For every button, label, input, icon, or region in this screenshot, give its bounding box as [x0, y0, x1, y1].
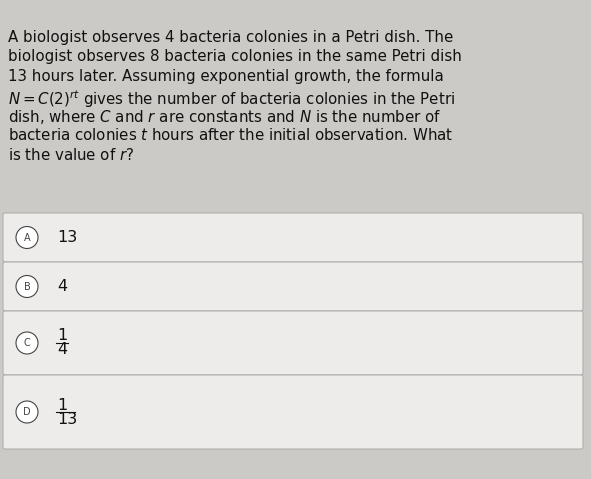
- Text: 4: 4: [57, 342, 67, 357]
- Text: 13: 13: [57, 230, 77, 245]
- Text: A: A: [24, 232, 30, 242]
- Text: 13 hours later. Assuming exponential growth, the formula: 13 hours later. Assuming exponential gro…: [8, 68, 444, 83]
- Text: 4: 4: [57, 279, 67, 294]
- Circle shape: [16, 275, 38, 297]
- Text: bacteria colonies $t$ hours after the initial observation. What: bacteria colonies $t$ hours after the in…: [8, 127, 453, 143]
- FancyBboxPatch shape: [3, 311, 583, 375]
- Text: 13: 13: [57, 411, 77, 426]
- Text: C: C: [24, 338, 30, 348]
- FancyBboxPatch shape: [3, 262, 583, 311]
- Text: A biologist observes 4 bacteria colonies in a Petri dish. The: A biologist observes 4 bacteria colonies…: [8, 30, 453, 45]
- Text: biologist observes 8 bacteria colonies in the same Petri dish: biologist observes 8 bacteria colonies i…: [8, 49, 462, 64]
- Text: B: B: [24, 282, 30, 292]
- Text: $N = C(2)^{rt}$ gives the number of bacteria colonies in the Petri: $N = C(2)^{rt}$ gives the number of bact…: [8, 88, 455, 110]
- Text: 1: 1: [57, 398, 67, 412]
- Circle shape: [16, 332, 38, 354]
- FancyBboxPatch shape: [3, 375, 583, 449]
- FancyBboxPatch shape: [3, 213, 583, 262]
- Text: 1: 1: [57, 329, 67, 343]
- Text: is the value of $r$?: is the value of $r$?: [8, 147, 134, 162]
- Text: dish, where $C$ and $r$ are constants and $N$ is the number of: dish, where $C$ and $r$ are constants an…: [8, 107, 441, 125]
- Text: D: D: [23, 407, 31, 417]
- Circle shape: [16, 227, 38, 249]
- Circle shape: [16, 401, 38, 423]
